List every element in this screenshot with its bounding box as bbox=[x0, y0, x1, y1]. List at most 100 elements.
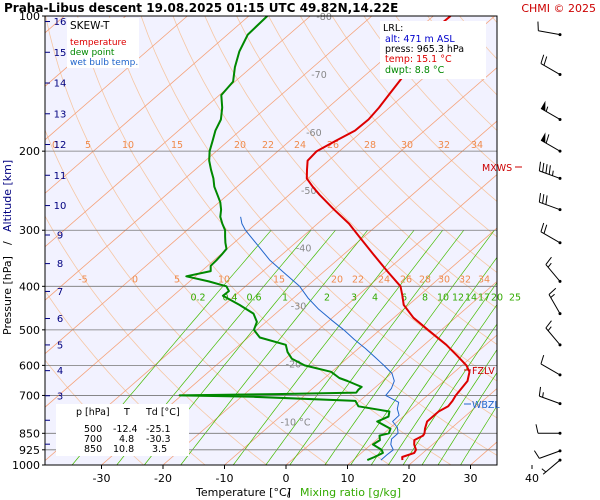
wind-barb bbox=[538, 386, 562, 406]
wind-barb-station bbox=[558, 458, 562, 462]
wind-barb bbox=[540, 222, 562, 245]
temperature-tick-label: 20 bbox=[402, 472, 416, 485]
dry-adiabat-label: 15 bbox=[171, 140, 183, 151]
dry-adiabat-label: 24 bbox=[378, 274, 390, 285]
table-row-1-p: 500 bbox=[84, 424, 102, 435]
wind-barb bbox=[540, 54, 562, 77]
wind-barb-staff bbox=[539, 450, 561, 459]
pressure-tick-label: 400 bbox=[19, 280, 40, 293]
dry-adiabat-label: 26 bbox=[400, 274, 412, 285]
wind-barb-half-feather bbox=[542, 392, 544, 398]
isotherm-line bbox=[224, 227, 497, 465]
dry-adiabat-label: 20 bbox=[234, 140, 246, 151]
altitude-tick-label: 9 bbox=[57, 230, 63, 241]
table-header-t: T bbox=[123, 407, 130, 418]
fzlv-label: FZLV bbox=[472, 366, 495, 377]
mixing-ratio-label: 8 bbox=[422, 292, 428, 303]
dry-adiabat-line bbox=[236, 16, 497, 309]
wind-barb-feather bbox=[545, 256, 552, 265]
legend-wetbulb: wet bulb temp. bbox=[70, 58, 138, 68]
wind-barb-staff bbox=[545, 327, 561, 346]
mixing-ratio-line bbox=[402, 323, 497, 465]
wind-barb-station bbox=[558, 431, 562, 435]
legend-box bbox=[67, 18, 139, 68]
mixing-ratio-label: 10 bbox=[437, 292, 449, 303]
mixing-ratio-label: 3 bbox=[351, 292, 357, 303]
mixing-ratio-label: 0.4 bbox=[222, 292, 237, 303]
wind-barb-feather bbox=[533, 450, 540, 459]
dry-adiabat-label: 10 bbox=[122, 140, 134, 151]
altitude-tick-label: 5 bbox=[57, 340, 63, 351]
wind-barb-feather bbox=[548, 165, 551, 175]
isotherm-line bbox=[45, 16, 188, 141]
mixing-ratio-label: 12 bbox=[452, 292, 464, 303]
dry-adiabat-line bbox=[299, 16, 497, 238]
mixing-ratio-line bbox=[421, 349, 497, 465]
wind-barb bbox=[540, 354, 562, 377]
altitude-tick-label: 14 bbox=[54, 79, 67, 90]
table-row-3-p: 850 bbox=[84, 444, 102, 455]
altitude-tick-label: 12 bbox=[54, 140, 67, 151]
temperature-tick-label: -30 bbox=[93, 472, 111, 485]
mixing-ratio-label: 1 bbox=[282, 292, 288, 303]
series-line-wet-bulb-temp- bbox=[240, 216, 400, 461]
table-row-2-p: 700 bbox=[84, 434, 102, 445]
dry-adiabat-label: 0 bbox=[52, 140, 58, 151]
wind-barb bbox=[545, 320, 562, 347]
wind-barb bbox=[540, 132, 562, 153]
wind-barb-feather bbox=[540, 222, 545, 232]
table-background bbox=[56, 404, 189, 456]
y-axis-title: Pressure [hPa] bbox=[1, 256, 14, 335]
altitude-tick-label: 15 bbox=[54, 48, 67, 59]
mixing-ratio-label: 6 bbox=[401, 292, 407, 303]
table-row-2-td: -30.3 bbox=[146, 434, 171, 445]
wind-barb-feather bbox=[538, 192, 542, 203]
table-row-3-td: 3.5 bbox=[152, 444, 167, 455]
dry-adiabat-line bbox=[331, 16, 497, 202]
dry-adiabat-label: 32 bbox=[459, 274, 471, 285]
wind-barb-staff bbox=[540, 63, 561, 75]
wind-barb-station bbox=[558, 176, 562, 180]
pressure-tick-label: 500 bbox=[19, 324, 40, 337]
wind-barb bbox=[548, 287, 562, 316]
isotherm-line bbox=[45, 16, 434, 355]
wind-barb-staff bbox=[540, 231, 561, 244]
lrl-title: LRL: bbox=[383, 23, 403, 34]
dry-adiabat-label: 5 bbox=[174, 274, 180, 285]
table-row-1-td: -25.1 bbox=[146, 424, 171, 435]
dry-adiabat-label: -5 bbox=[78, 274, 87, 285]
plot-frame bbox=[44, 15, 498, 466]
y-axis-sep: / bbox=[1, 241, 14, 245]
isotherm-label: -50 bbox=[301, 186, 317, 197]
wind-barb bbox=[541, 458, 562, 475]
wind-barb-feather bbox=[545, 320, 552, 329]
pressure-tick-label: 300 bbox=[19, 224, 40, 237]
wind-barb-station bbox=[558, 373, 562, 377]
credit-text: CHMI © 2025 bbox=[521, 2, 596, 15]
table-row-2-t: 4.8 bbox=[119, 434, 134, 445]
dry-adiabat-label: 28 bbox=[364, 140, 376, 151]
series-line-dew-point bbox=[178, 16, 392, 462]
wind-barb-station bbox=[558, 208, 562, 212]
altitude-tick-label: 3 bbox=[57, 391, 63, 402]
mixing-ratio-line bbox=[180, 229, 368, 465]
wind-barb-feather bbox=[545, 164, 548, 174]
wind-barb-feather bbox=[545, 195, 548, 205]
wind-barb-staff bbox=[548, 294, 561, 314]
dry-adiabat-label: 20 bbox=[331, 274, 343, 285]
wbzl-label: WBZL bbox=[472, 400, 500, 411]
temperature-tick-label: -10 bbox=[216, 472, 234, 485]
altitude-tick-label: 4 bbox=[57, 366, 63, 377]
pressure-tick-label: 700 bbox=[19, 389, 40, 402]
isotherm-label: -10 °C bbox=[281, 417, 311, 428]
wind-barb-feather bbox=[545, 134, 550, 144]
table-header-td: Td [°C] bbox=[145, 407, 180, 418]
wind-barb-station bbox=[558, 449, 562, 453]
x-axis-title: Temperature [°C] bbox=[195, 486, 291, 499]
wind-barb-feather bbox=[540, 54, 545, 64]
pressure-tick-label: 850 bbox=[19, 427, 40, 440]
dry-adiabat-label: 22 bbox=[262, 140, 274, 151]
dry-adiabat-line bbox=[140, 16, 497, 419]
mixing-ratio-label: 0.2 bbox=[190, 292, 205, 303]
